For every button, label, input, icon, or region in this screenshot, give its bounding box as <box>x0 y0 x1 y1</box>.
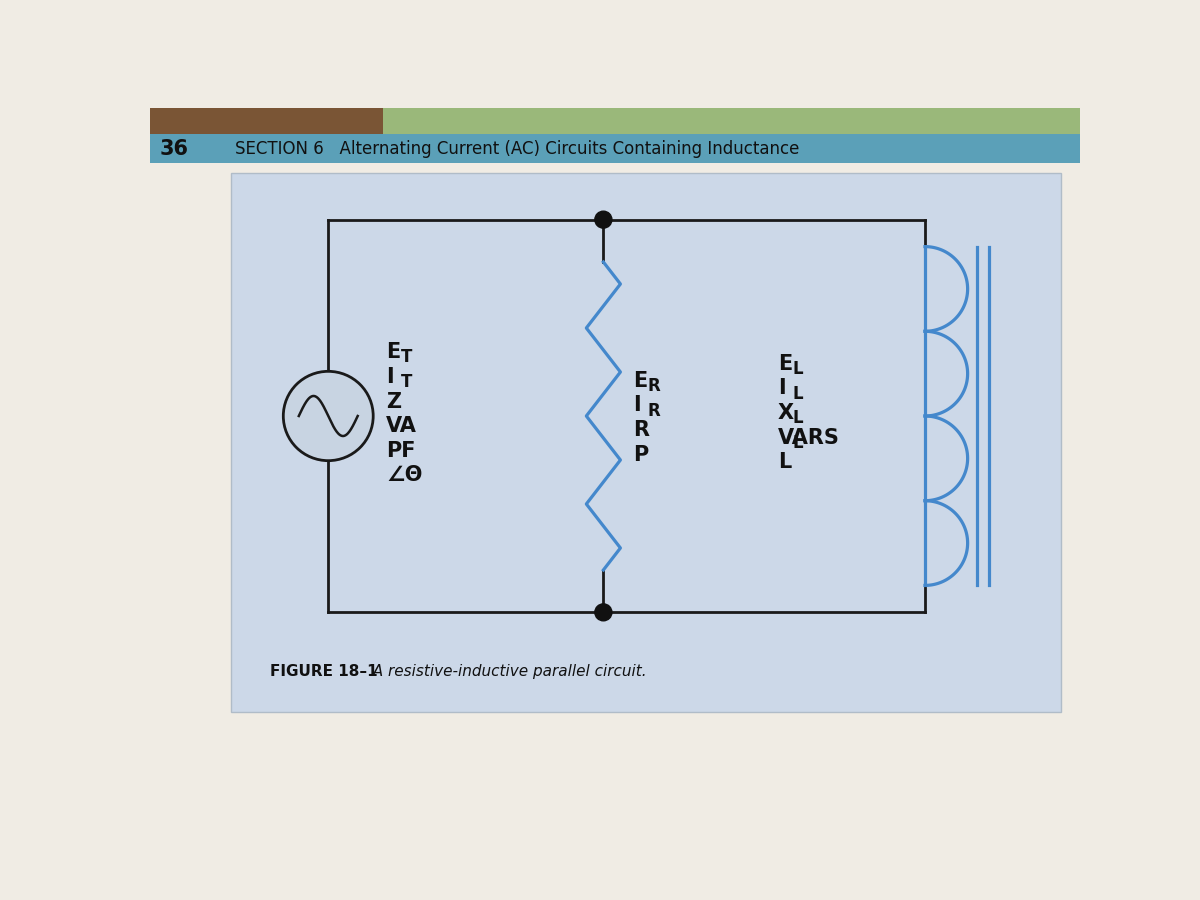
Text: E: E <box>386 342 401 362</box>
Text: T: T <box>401 374 413 392</box>
Text: X: X <box>778 403 794 423</box>
Text: VARS: VARS <box>778 428 840 447</box>
Text: ∠Θ: ∠Θ <box>386 465 422 485</box>
Text: E: E <box>632 371 647 391</box>
Text: I: I <box>778 378 785 399</box>
Text: VA: VA <box>386 416 418 436</box>
Text: E: E <box>778 354 792 373</box>
Text: FIGURE 18–1: FIGURE 18–1 <box>270 664 378 680</box>
Text: I: I <box>632 395 641 416</box>
Text: 36: 36 <box>160 139 188 158</box>
Text: A resistive-inductive parallel circuit.: A resistive-inductive parallel circuit. <box>364 664 647 680</box>
Text: PF: PF <box>386 441 416 461</box>
Text: R: R <box>648 377 660 395</box>
Text: L: L <box>792 384 803 402</box>
FancyBboxPatch shape <box>150 134 1080 164</box>
Text: L: L <box>792 434 803 452</box>
Text: P: P <box>632 445 648 464</box>
Text: R: R <box>648 401 660 419</box>
Circle shape <box>595 604 612 621</box>
Circle shape <box>595 212 612 228</box>
Text: L: L <box>792 410 803 427</box>
Text: R: R <box>632 420 649 440</box>
Circle shape <box>283 372 373 461</box>
Text: I: I <box>386 367 394 387</box>
FancyBboxPatch shape <box>383 108 1080 138</box>
Text: Z: Z <box>386 392 402 411</box>
Text: L: L <box>792 360 803 378</box>
FancyBboxPatch shape <box>232 174 1061 713</box>
Text: T: T <box>401 348 413 366</box>
FancyBboxPatch shape <box>150 108 421 138</box>
Text: SECTION 6   Alternating Current (AC) Circuits Containing Inductance: SECTION 6 Alternating Current (AC) Circu… <box>235 140 799 158</box>
Text: L: L <box>778 453 791 472</box>
